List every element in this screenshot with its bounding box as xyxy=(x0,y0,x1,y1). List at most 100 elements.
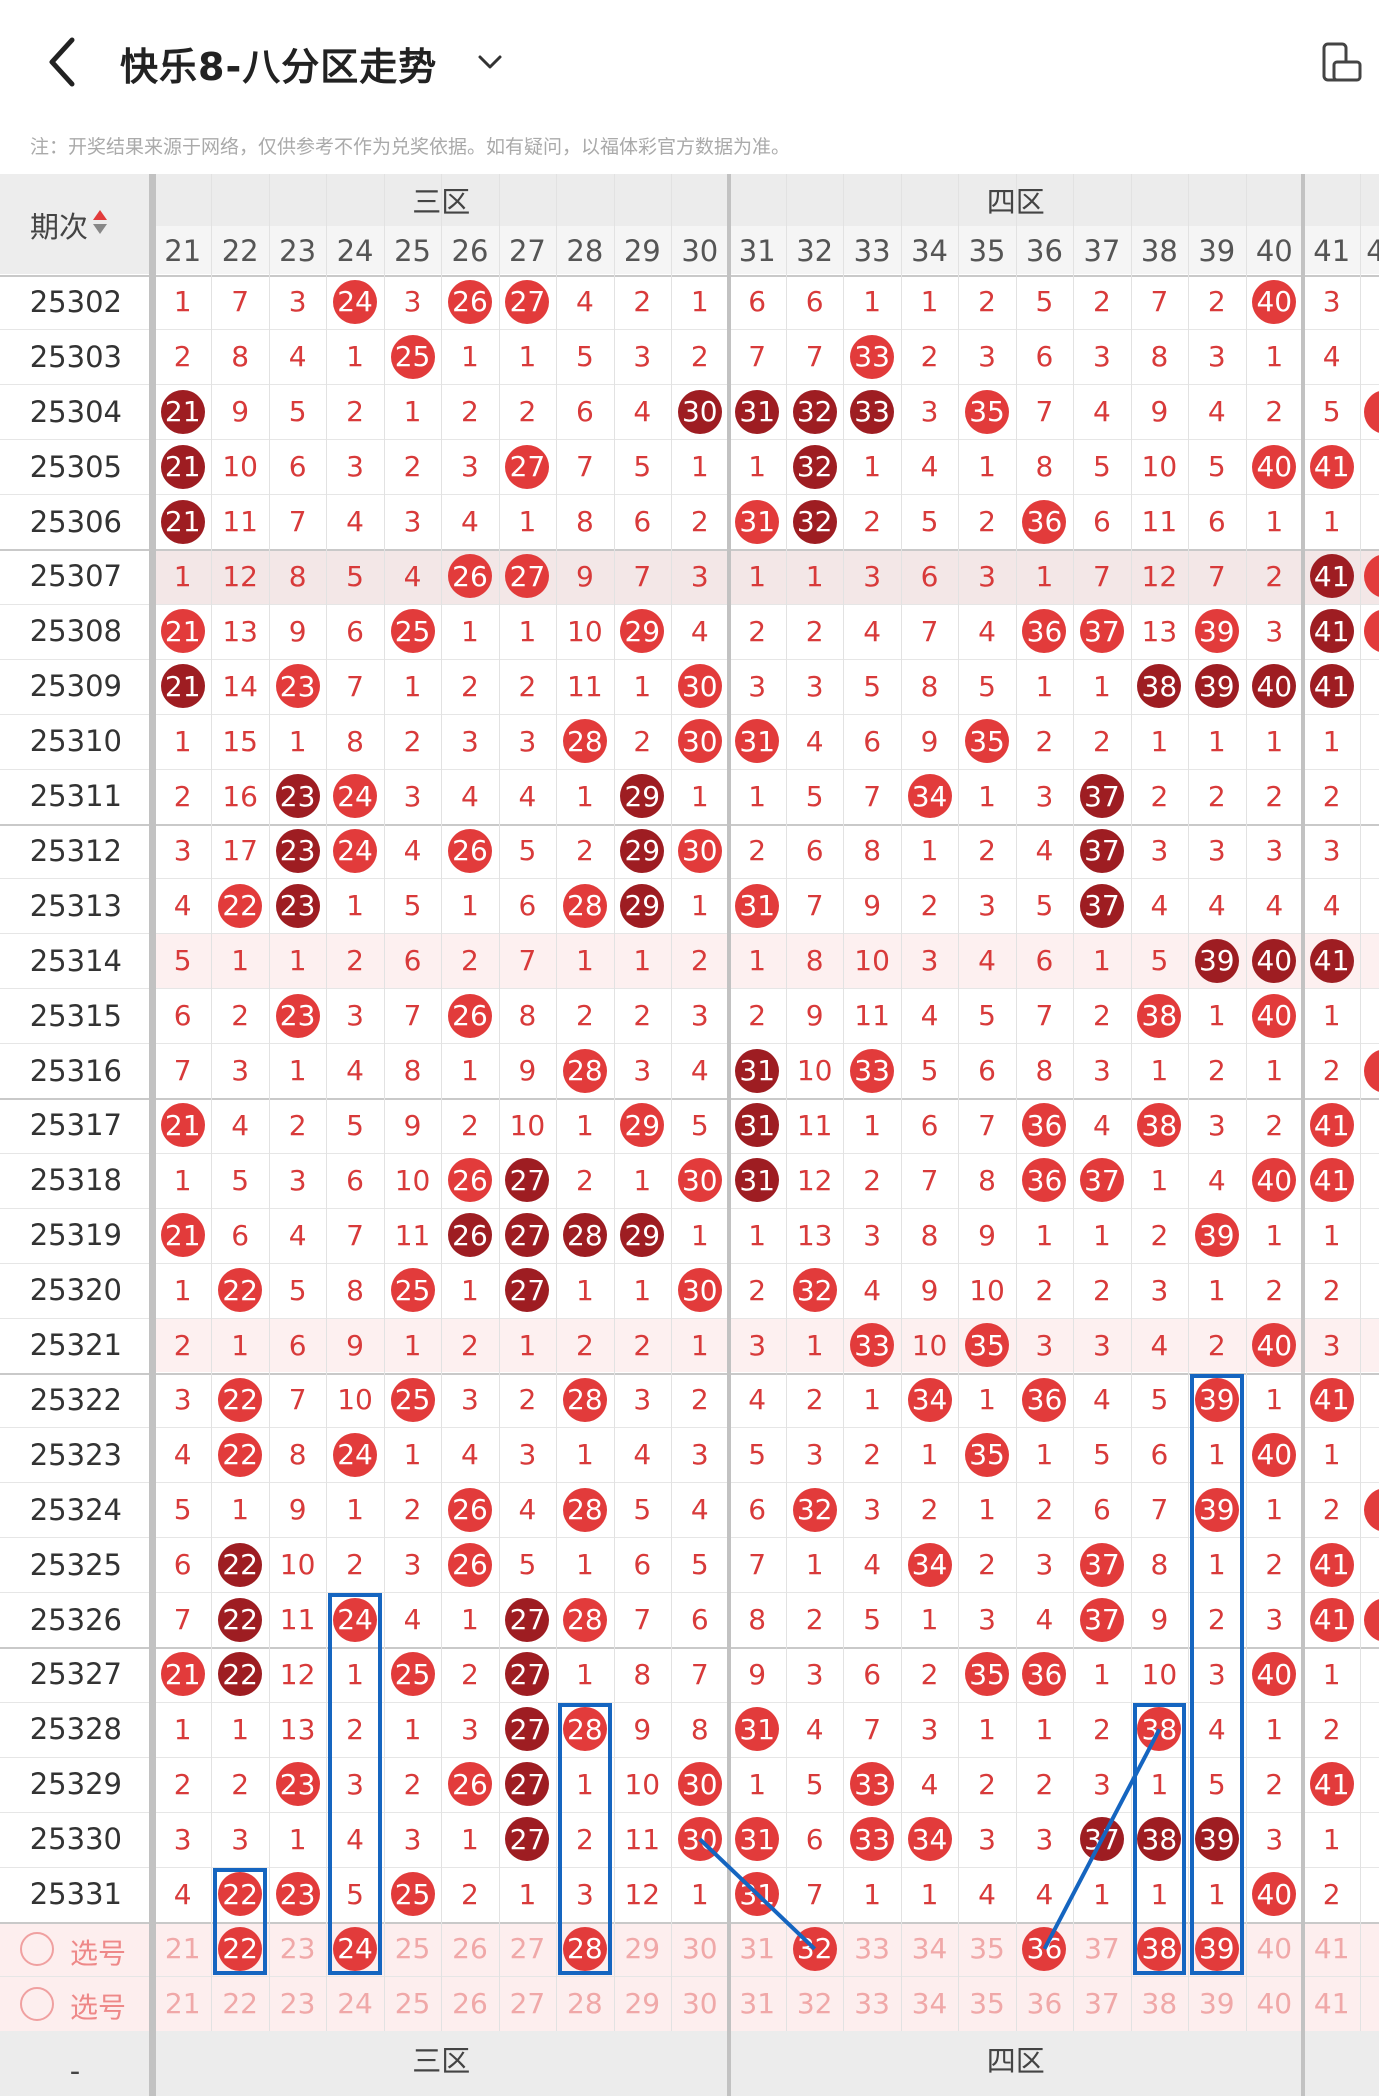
miss-count: 2 xyxy=(1150,779,1169,813)
miss-count: 9 xyxy=(288,614,307,648)
miss-count: 1 xyxy=(1265,1054,1284,1088)
pick-number[interactable]: 37 xyxy=(1084,1987,1120,2021)
miss-count: 9 xyxy=(1150,1603,1169,1637)
miss-count: 2 xyxy=(1322,1273,1341,1307)
footer-zone-label: 三区 xyxy=(412,2044,471,2079)
miss-count: 4 xyxy=(748,1383,767,1417)
pick-number[interactable]: 23 xyxy=(279,1987,316,2021)
miss-count: 7 xyxy=(1207,559,1226,593)
miss-count: 10 xyxy=(337,1383,373,1417)
pick-number[interactable]: 34 xyxy=(911,1987,948,2021)
period-cell: 25323 xyxy=(29,1437,122,1472)
number-ball: 41 xyxy=(1309,609,1354,654)
number-ball: 41 xyxy=(1309,1103,1354,1148)
miss-count: 9 xyxy=(518,1054,537,1088)
miss-count: 3 xyxy=(1092,1054,1111,1088)
miss-count: 6 xyxy=(805,1822,824,1856)
pick-number[interactable]: 22 xyxy=(222,1987,258,2021)
pick-number[interactable]: 31 xyxy=(739,1987,776,2021)
pick-number[interactable]: 25 xyxy=(394,1987,431,2021)
pick-number[interactable]: 33 xyxy=(854,1987,890,2021)
miss-count: 2 xyxy=(461,669,479,703)
pick-number[interactable]: 31 xyxy=(739,1932,776,1966)
miss-count: 4 xyxy=(575,285,594,319)
pick-number[interactable]: 39 xyxy=(1198,1987,1235,2021)
pick-number[interactable]: 40 xyxy=(1256,1987,1293,2021)
miss-count: 9 xyxy=(1150,395,1169,429)
pick-number[interactable]: 21 xyxy=(164,1932,201,1966)
number-ball: 31 xyxy=(735,1158,780,1203)
miss-count: 1 xyxy=(690,1218,709,1252)
selected-number[interactable]: 39 xyxy=(1194,1926,1239,1971)
pick-number[interactable]: 41 xyxy=(1313,1932,1350,1966)
miss-count: 3 xyxy=(690,999,709,1033)
miss-count: 1 xyxy=(518,505,537,539)
miss-count: 5 xyxy=(978,999,996,1033)
row-highlight xyxy=(152,1317,1379,1373)
pick-number[interactable]: 23 xyxy=(279,1932,316,1966)
highlight-box xyxy=(1190,1373,1244,1976)
miss-count: 2 xyxy=(461,1108,479,1142)
pick-number[interactable]: 24 xyxy=(337,1987,373,2021)
select-radio[interactable] xyxy=(20,1986,54,2021)
pick-number[interactable]: 30 xyxy=(681,1932,718,1966)
column-divider xyxy=(1301,2031,1305,2096)
pick-number[interactable]: 33 xyxy=(854,1932,890,1966)
chevron-down-icon[interactable] xyxy=(474,46,506,78)
number-ball: 26 xyxy=(447,1158,492,1203)
miss-count: 2 xyxy=(863,1163,882,1197)
rotate-screen-icon[interactable] xyxy=(1320,40,1364,84)
pick-number[interactable]: 25 xyxy=(394,1932,431,1966)
pick-number[interactable]: 30 xyxy=(681,1987,718,2021)
selected-number[interactable]: 28 xyxy=(562,1926,607,1971)
number-ball: 26 xyxy=(447,279,492,324)
selected-number[interactable]: 38 xyxy=(1137,1926,1182,1971)
miss-count: 4 xyxy=(920,450,939,484)
pick-number[interactable]: 32 xyxy=(796,1987,833,2021)
pick-number[interactable]: 29 xyxy=(624,1932,661,1966)
miss-count: 4 xyxy=(1035,1603,1054,1637)
miss-count: 1 xyxy=(978,779,996,813)
pick-number[interactable]: 38 xyxy=(1141,1987,1178,2021)
sort-icon[interactable] xyxy=(92,208,108,243)
selected-number[interactable]: 22 xyxy=(218,1926,263,1971)
miss-count: 6 xyxy=(346,1163,364,1197)
pick-number[interactable]: 34 xyxy=(911,1932,948,1966)
miss-count: 9 xyxy=(920,1273,939,1307)
period-header[interactable]: 期次 xyxy=(30,200,140,250)
pick-number[interactable]: 21 xyxy=(164,1987,201,2021)
pick-number[interactable]: 27 xyxy=(509,1987,546,2021)
pick-number[interactable]: 29 xyxy=(624,1987,661,2021)
selected-number[interactable]: 24 xyxy=(333,1926,378,1971)
select-radio[interactable] xyxy=(20,1931,54,1966)
miss-count: 1 xyxy=(863,1108,882,1142)
miss-count: 8 xyxy=(518,999,537,1033)
miss-count: 1 xyxy=(346,1657,364,1691)
miss-count: 2 xyxy=(805,614,824,648)
miss-count: 1 xyxy=(461,1273,479,1307)
miss-count: 7 xyxy=(1035,395,1054,429)
pick-number[interactable]: 41 xyxy=(1313,1987,1350,2021)
miss-count: 2 xyxy=(1207,285,1226,319)
pick-number[interactable]: 28 xyxy=(567,1987,603,2021)
miss-count: 2 xyxy=(173,1328,192,1362)
back-arrow-icon[interactable] xyxy=(40,34,90,90)
pick-number[interactable]: 27 xyxy=(509,1932,546,1966)
miss-count: 8 xyxy=(575,505,594,539)
pick-number[interactable]: 35 xyxy=(969,1932,1005,1966)
miss-count: 2 xyxy=(173,779,192,813)
number-ball: 21 xyxy=(160,609,205,654)
column-header: 26 xyxy=(451,234,489,268)
pick-number[interactable]: 36 xyxy=(1026,1987,1063,2021)
miss-count: 8 xyxy=(288,559,307,593)
number-ball: 35 xyxy=(965,389,1010,434)
miss-count: 4 xyxy=(978,1877,996,1911)
trend-connector xyxy=(1042,1728,1162,1950)
number-ball: 26 xyxy=(447,1213,492,1258)
miss-count: 1 xyxy=(1150,1054,1169,1088)
pick-number[interactable]: 35 xyxy=(969,1987,1005,2021)
pick-number[interactable]: 40 xyxy=(1256,1932,1293,1966)
pick-number[interactable]: 26 xyxy=(452,1932,488,1966)
pick-number[interactable]: 37 xyxy=(1084,1932,1120,1966)
pick-number[interactable]: 26 xyxy=(452,1987,488,2021)
